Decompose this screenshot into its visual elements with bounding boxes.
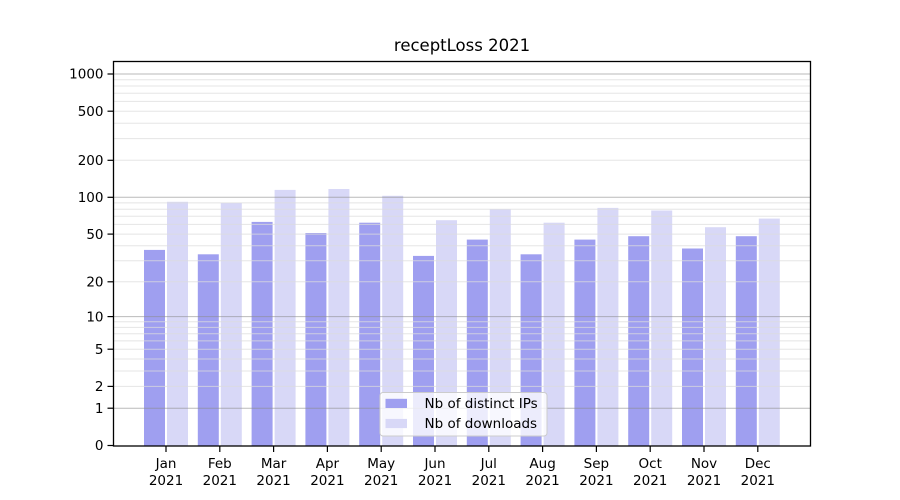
x-tick-label-year: 2021	[310, 473, 344, 489]
x-tick-label-year: 2021	[256, 473, 290, 489]
x-tick-label-month: May	[367, 456, 395, 472]
bar-downloads-dec	[758, 218, 780, 446]
y-tick-label: 200	[78, 153, 104, 169]
x-tick-label-month: Dec	[745, 456, 771, 472]
x-tick-label-month: Feb	[208, 456, 232, 472]
y-tick-label: 2	[95, 379, 104, 395]
bar-downloads-oct	[651, 210, 673, 446]
y-tick-label: 50	[86, 227, 103, 243]
x-tick-label-year: 2021	[579, 473, 613, 489]
bar-downloads-feb	[220, 202, 242, 446]
bar-downloads-may	[382, 195, 404, 446]
bar-distinct-ips-apr	[305, 233, 327, 446]
x-tick-label-year: 2021	[687, 473, 721, 489]
bar-downloads-nov	[705, 227, 726, 446]
x-tick-label-month: Jun	[423, 456, 445, 472]
bar-distinct-ips-feb	[197, 254, 219, 446]
x-tick-label-year: 2021	[364, 473, 398, 489]
x-tick-label-year: 2021	[472, 473, 506, 489]
x-tick-label-year: 2021	[203, 473, 237, 489]
y-tick-label: 10	[86, 309, 103, 325]
y-tick-label: 5	[95, 342, 104, 358]
bar-distinct-ips-nov	[682, 248, 703, 446]
bar-downloads-mar	[274, 189, 296, 446]
x-tick-label-month: Oct	[639, 456, 662, 472]
x-tick-label-month: Apr	[316, 456, 340, 472]
y-tick-label: 1000	[69, 67, 103, 83]
bar-distinct-ips-jan	[144, 249, 165, 446]
legend-label-distinct-ips: Nb of distinct IPs	[425, 396, 538, 412]
x-tick-label-month: Jul	[480, 456, 497, 472]
bar-distinct-ips-sep	[574, 239, 596, 446]
bar-distinct-ips-may	[359, 222, 381, 446]
x-tick-label-month: Mar	[261, 456, 287, 472]
legend-box	[379, 392, 548, 437]
x-tick-label-year: 2021	[741, 473, 775, 489]
x-tick-label-year: 2021	[525, 473, 559, 489]
legend-swatch-distinct-ips	[385, 398, 407, 408]
x-tick-label-year: 2021	[149, 473, 183, 489]
y-tick-label: 1	[95, 401, 104, 417]
chart-title: receptLoss 2021	[394, 36, 530, 55]
legend-label-downloads: Nb of downloads	[425, 416, 538, 432]
legend-swatch-downloads	[385, 418, 407, 429]
x-tick-label-month: Sep	[584, 456, 609, 472]
x-tick-label-year: 2021	[633, 473, 667, 489]
y-tick-label: 20	[86, 275, 103, 291]
y-tick-label: 500	[78, 104, 104, 120]
x-tick-label-month: Jan	[155, 456, 177, 472]
bar-downloads-apr	[328, 189, 350, 446]
x-tick-label-year: 2021	[418, 473, 452, 489]
bar-downloads-jan	[167, 201, 188, 446]
bar-downloads-aug	[543, 222, 565, 446]
x-tick-label-month: Aug	[529, 456, 555, 472]
bar-downloads-jun	[436, 220, 457, 446]
plot-area-border	[112, 60, 812, 447]
y-tick-label: 0	[95, 438, 104, 454]
y-tick-label: 100	[78, 190, 104, 206]
x-tick-label-month: Nov	[691, 456, 717, 472]
